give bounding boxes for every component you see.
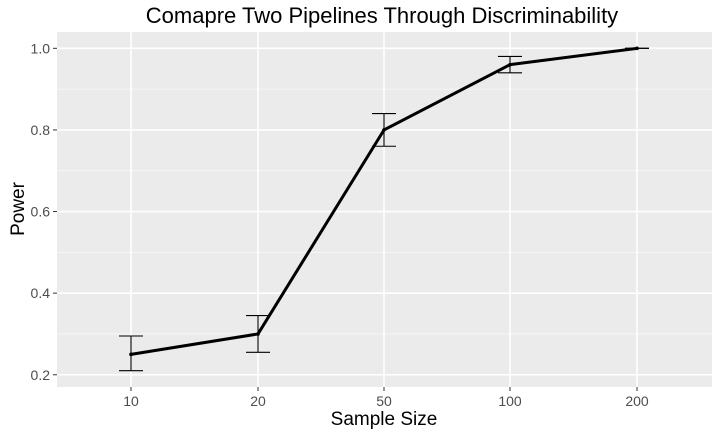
series-point [256,332,260,336]
series-layer [129,46,639,357]
y-tick-label: 0.6 [31,204,51,220]
x-tick-label: 20 [250,393,266,409]
chart-title: Comapre Two Pipelines Through Discrimina… [146,3,618,28]
series-point [129,352,133,357]
y-tick-label: 0.8 [31,122,51,138]
x-tick-label: 100 [498,393,522,409]
y-axis-title: Power [8,181,29,236]
y-tick-label: 0.2 [31,367,51,383]
x-tick-label: 50 [376,393,392,409]
axis-layer: 0.2 0.4 0.6 0.8 1.0 10 20 50 100 200 [31,40,649,409]
y-tick-label: 0.4 [31,285,51,301]
series-point [508,62,512,67]
y-tick-label: 1.0 [31,40,51,56]
x-axis-title: Sample Size [331,409,438,430]
series-point [635,46,639,51]
x-tick-label: 200 [625,393,649,409]
series-point [382,128,386,132]
x-tick-label: 10 [123,393,139,409]
